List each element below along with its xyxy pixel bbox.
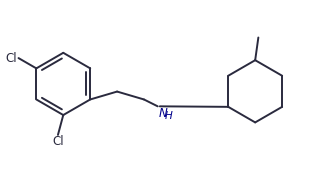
Text: Cl: Cl xyxy=(52,135,64,148)
Text: H: H xyxy=(165,110,173,121)
Text: Cl: Cl xyxy=(6,52,17,65)
Text: N: N xyxy=(159,107,167,120)
